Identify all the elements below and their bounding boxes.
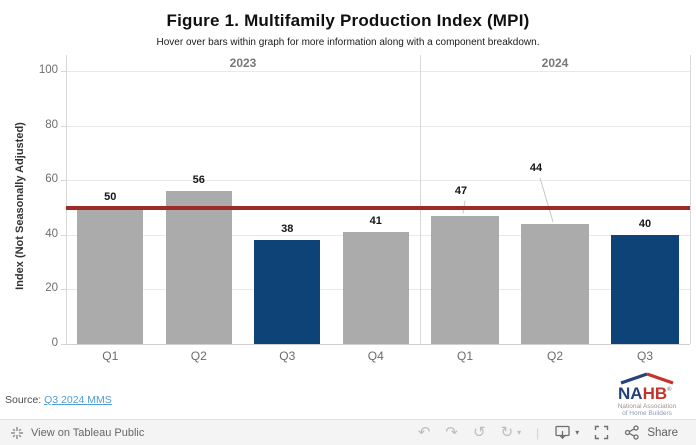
- share-icon: [625, 425, 639, 440]
- svg-text:National Association: National Association: [618, 403, 677, 410]
- download-icon[interactable]: [554, 425, 571, 440]
- tableau-toolbar: View on Tableau Public ↶ ↷ ↺ ↻ ▾ | ▾: [0, 419, 696, 445]
- redo-icon[interactable]: ↷: [445, 423, 458, 441]
- y-tick-20: 20: [45, 282, 58, 295]
- y-axis-title: Index (Not Seasonally Adjusted): [14, 122, 26, 290]
- reference-line-50: [66, 205, 690, 210]
- bar-value-label: 41: [369, 215, 382, 228]
- refresh-icon[interactable]: ↻: [500, 423, 514, 441]
- source-prefix: Source:: [5, 394, 45, 406]
- bar-value-label: 47: [454, 184, 468, 197]
- mpi-bar-chart: Index (Not Seasonally Adjusted) 0 20 40 60 8…: [0, 55, 696, 365]
- svg-text:NAHB®: NAHB®: [618, 384, 672, 403]
- share-label: Share: [647, 426, 678, 439]
- nahb-logo-graphic: NAHB® National Association of Home Build…: [618, 372, 677, 417]
- y-tick-mark: [61, 125, 66, 127]
- chart-subtitle: Hover over bars within graph for more in…: [156, 37, 540, 48]
- x-label-2024-Q2: Q2: [546, 349, 563, 363]
- plot-left-border: [66, 55, 67, 344]
- source-caption: Source: Q3 2024 MMS: [5, 394, 112, 406]
- year-header-2023: 2023: [229, 56, 257, 70]
- toolbar-separator: |: [536, 425, 540, 440]
- x-label-2023-Q1: Q1: [102, 349, 119, 363]
- svg-text:of Home Builders: of Home Builders: [622, 410, 673, 417]
- refresh-caret-icon[interactable]: ▾: [517, 428, 522, 437]
- bar-value-label: 50: [104, 190, 117, 203]
- year-header-2024: 2024: [541, 56, 569, 70]
- gridline-100: [66, 71, 690, 72]
- y-tick-0: 0: [51, 337, 58, 349]
- y-tick-80: 80: [45, 118, 58, 131]
- y-tick-mark: [61, 344, 66, 345]
- nahb-logo: NAHB® National Association of Home Build…: [604, 371, 690, 422]
- reset-icon[interactable]: ↺: [473, 423, 486, 441]
- bar-2024-Q3[interactable]: [611, 234, 679, 344]
- x-label-2024-Q1: Q1: [456, 349, 473, 363]
- bar-value-label: 44: [529, 161, 543, 174]
- bar-2023-Q3[interactable]: [254, 240, 321, 344]
- fullscreen-icon[interactable]: [594, 425, 609, 440]
- bar-value-label: 40: [638, 217, 652, 230]
- download-caret-icon[interactable]: ▾: [575, 428, 580, 437]
- y-tick-mark: [61, 71, 66, 72]
- y-tick-40: 40: [45, 227, 58, 240]
- x-label-2023-Q4: Q4: [367, 349, 384, 363]
- source-link[interactable]: Q3 2024 MMS: [44, 394, 112, 406]
- view-on-tableau-link[interactable]: View on Tableau Public: [31, 426, 145, 439]
- chart-title: Figure 1. Multifamily Production Index (…: [166, 11, 530, 30]
- tableau-logo-icon: [11, 426, 23, 439]
- undo-icon[interactable]: ↶: [417, 423, 431, 441]
- x-label-2024-Q3: Q3: [636, 349, 653, 363]
- gridline-60: [66, 180, 690, 182]
- bar-value-label: 56: [192, 174, 205, 187]
- pane-divider: [420, 55, 421, 344]
- share-button[interactable]: Share: [624, 425, 678, 440]
- bar-2023-Q1[interactable]: [77, 207, 144, 344]
- x-axis-line: [66, 344, 690, 345]
- bar-2024-Q1[interactable]: [431, 215, 499, 344]
- y-tick-100: 100: [38, 64, 58, 76]
- x-label-2023-Q2: Q2: [190, 349, 207, 363]
- y-tick-mark: [61, 234, 66, 236]
- bar-2023-Q4[interactable]: [342, 232, 409, 344]
- bar-value-label: 38: [281, 223, 294, 236]
- y-tick-mark: [61, 289, 66, 291]
- x-label-2023-Q3: Q3: [279, 349, 296, 363]
- bar-2024-Q2[interactable]: [521, 223, 589, 344]
- bar-2023-Q2[interactable]: [165, 191, 232, 344]
- y-tick-60: 60: [45, 173, 58, 186]
- plot-right-border: [690, 55, 691, 344]
- y-tick-mark: [61, 180, 66, 182]
- gridline-80: [66, 125, 690, 127]
